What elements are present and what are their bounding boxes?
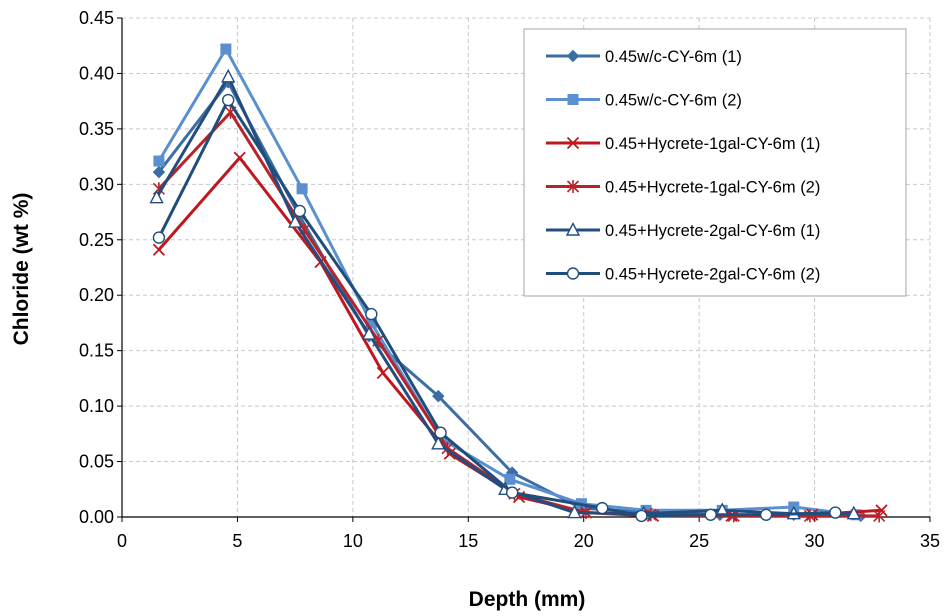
series-6 [152,93,842,523]
legend-box [523,28,907,297]
legend-entry: 0.45w/c-CY-6m (1) [546,48,742,66]
series-5 [149,68,861,520]
legend-label: 0.45+Hycrete-1gal-CY-6m (1) [605,135,820,153]
y-tick-label: 0.45 [79,8,114,28]
series-marker-diamond [152,165,166,179]
series-marker-circle [365,307,378,321]
series-marker-circle [505,486,519,499]
marker-stroke [376,366,390,379]
x-tick-label: 35 [920,531,940,551]
legend-entry: 0.45+Hycrete-1gal-CY-6m (2) [546,179,820,197]
marker-stroke [152,243,166,256]
series-marker-circle [434,426,447,439]
series-marker-circle [595,501,609,515]
series-marker-triangle [565,221,581,236]
y-tick-label: 0.00 [79,507,114,527]
series-marker-circle [635,509,648,523]
plot-area [149,43,888,523]
y-tick-label: 0.35 [79,119,114,139]
series-marker-triangle [221,68,236,83]
legend-label: 0.45+Hycrete-2gal-CY-6m (1) [605,222,820,240]
y-tick-label: 0.40 [79,63,114,83]
series-marker-x [152,243,166,256]
x-tick-label: 20 [574,531,594,551]
series-marker-square [504,473,516,485]
series-marker-circle [566,267,580,280]
series-marker-square [296,183,308,195]
x-tick-label: 10 [343,531,363,551]
legend-entry: 0.45+Hycrete-2gal-CY-6m (1) [546,221,820,240]
legend-label: 0.45w/c-CY-6m (1) [605,48,742,66]
series-marker-triangle [567,504,582,519]
series-marker-circle [221,93,235,107]
legend-entry: 0.45+Hycrete-1gal-CY-6m (1) [546,135,820,153]
series-marker-triangle [287,214,303,228]
marker-stroke [233,151,246,164]
y-axis-title: Chloride (wt %) [10,193,33,346]
y-tick-label: 0.05 [79,452,114,472]
series-marker-triangle [846,505,861,520]
series-marker-circle [152,231,166,244]
x-tick-label: 30 [805,531,825,551]
series-marker-circle [759,508,773,521]
series-marker-x [566,136,580,150]
series-marker-x [376,366,390,379]
x-tick-label: 25 [689,531,709,551]
y-tick-labels: 0.00 0.05 0.10 0.15 0.20 0.25 0.30 0.35 0.40 0.45 [79,8,114,527]
y-tick-label: 0.25 [79,230,114,250]
series-marker-triangle [149,189,164,204]
series-marker-circle [293,204,306,218]
series-marker-x [233,151,246,164]
series-marker-square [220,43,232,55]
marker-stroke [443,447,456,460]
series-marker-asterisk [873,509,886,523]
x-tick-label: 5 [232,531,242,551]
y-tick-label: 0.30 [79,174,114,194]
marker-stroke [566,136,580,150]
legend-entry: 0.45w/c-CY-6m (2) [546,92,742,110]
series-marker-square [567,94,579,105]
legend: 0.45w/c-CY-6m (1) 0.45w/c-CY-6m (2) 0.45+H… [523,28,907,297]
x-tick-label: 15 [458,531,478,551]
x-axis-title: Depth (mm) [469,588,586,611]
series-marker-asterisk [566,180,580,193]
y-tick-label: 0.10 [79,396,114,416]
series-marker-diamond [566,49,580,63]
series-marker-circle [704,508,717,521]
x-tick-labels: 0 5 10 15 20 25 30 35 [117,531,940,551]
series-marker-circle [829,506,842,519]
legend-label: 0.45+Hycrete-2gal-CY-6m (2) [605,266,820,284]
y-tick-label: 0.20 [79,285,114,305]
series-marker-triangle [431,435,446,450]
y-tick-label: 0.15 [79,341,114,361]
legend-label: 0.45w/c-CY-6m (2) [605,92,742,110]
x-tick-label: 0 [117,531,127,551]
legend-entry: 0.45+Hycrete-2gal-CY-6m (2) [546,266,820,284]
series-marker-diamond [432,389,445,403]
series-marker-triangle [361,326,377,340]
legend-label: 0.45+Hycrete-1gal-CY-6m (2) [605,179,820,197]
series-marker-square [153,155,165,167]
